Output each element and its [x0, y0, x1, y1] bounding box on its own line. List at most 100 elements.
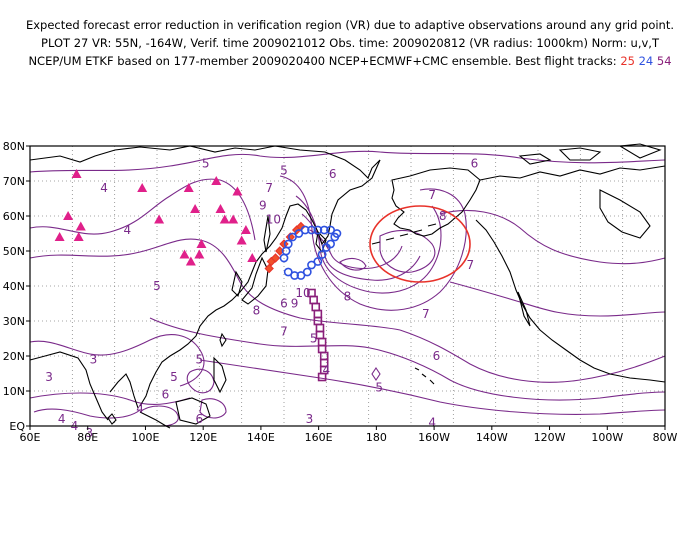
track-24-marker: [283, 267, 293, 277]
lat-tick-label: 50N: [3, 245, 25, 258]
raob-triangle-marker: [154, 214, 165, 224]
track-25-marker: [264, 263, 274, 274]
raob-triangle-marker: [190, 204, 201, 213]
contour-label: 7: [428, 188, 436, 202]
coastline-sumatra: [139, 411, 171, 429]
flight-tracks: [264, 221, 342, 382]
header-line-3-prefix: NCEP/UM ETKF based on 177-member 2009020…: [28, 54, 617, 68]
contour-label: 5: [153, 279, 161, 293]
contour-line: [29, 334, 205, 387]
contour-label: 10: [266, 213, 281, 227]
track-24-marker: [313, 257, 323, 266]
track-54-marker: [313, 309, 323, 319]
raob-triangle-marker: [211, 176, 222, 185]
lon-tick-label: 140E: [247, 431, 275, 444]
raob-triangle-marker: [232, 186, 243, 196]
lon-tick-label: 180: [366, 431, 387, 444]
lat-tick-label: 10N: [3, 385, 25, 398]
lat-tick-label: 30N: [3, 315, 25, 328]
contour-label: 3: [85, 426, 93, 440]
track-54-marker: [317, 344, 327, 354]
contour-line: [439, 209, 666, 265]
coastline-arctic-islands: [518, 143, 662, 165]
lon-tick-label: 60E: [20, 431, 41, 444]
contour-label: 9: [259, 199, 267, 213]
header-line-2: PLOT 27 VR: 55N, -164W, Verif. time 2009…: [41, 36, 659, 50]
contour-label: 4: [323, 363, 331, 377]
coastline-philippines: [213, 356, 227, 394]
contour-label: 9: [291, 297, 299, 311]
lon-tick-label: 100E: [131, 431, 159, 444]
raob-triangle-marker: [63, 211, 74, 220]
track-24-label: 24: [638, 54, 654, 68]
coastline-korea: [231, 270, 243, 298]
track-24-marker: [302, 267, 312, 277]
lat-tick-label: 70N: [3, 175, 25, 188]
coastline-borneo: [175, 397, 211, 425]
raob-triangle-marker: [73, 232, 84, 241]
raob-triangle-marker: [228, 214, 239, 224]
contour-line: [379, 229, 436, 273]
contour-label: 5: [280, 164, 288, 178]
contour-label: 6: [329, 167, 337, 181]
raob-triangle-marker: [236, 235, 247, 245]
contour-line: [449, 281, 666, 317]
map-frame: [29, 145, 666, 427]
contour-label: 5: [170, 370, 178, 384]
contour-line: [29, 238, 401, 331]
track-24-marker: [296, 271, 306, 280]
contour-label: 6: [280, 297, 288, 311]
contour-label: 6: [162, 388, 170, 402]
axis-labels: 60E 80E 100E 120E 140E 160E 180 160W 140W 120W 100…: [3, 140, 678, 444]
lon-tick-label: 80W: [653, 431, 678, 444]
raob-triangle-marker: [183, 183, 194, 192]
contour-label: 3: [306, 412, 314, 426]
contour-line: [29, 150, 666, 173]
coastline-aleutians: [371, 223, 437, 245]
lon-tick-label: 160E: [305, 431, 333, 444]
contour-label: 3: [90, 353, 98, 367]
map-grid: [30, 146, 665, 426]
coastline-alaska: [391, 167, 481, 237]
raob-triangle-marker: [185, 256, 196, 266]
track-54-marker: [315, 330, 325, 340]
contour-label: 5: [375, 381, 383, 395]
contour-label: 5: [196, 353, 204, 367]
contour-label: 6: [433, 349, 441, 363]
verification-region-circle: [369, 205, 471, 283]
contour-label: 5: [310, 332, 318, 346]
raob-triangles: [54, 169, 258, 266]
track-24-marker: [317, 250, 327, 259]
track-25-label: 25: [620, 54, 635, 68]
contour-label: 8: [344, 290, 352, 304]
contour-line: [199, 359, 666, 415]
lon-tick-label: 120E: [189, 431, 217, 444]
contour-line: [339, 257, 367, 271]
coastline-sri-lanka: [107, 413, 117, 425]
coastline-india: [29, 351, 139, 421]
contour-lines: [29, 150, 666, 427]
coastline-kamchatka: [315, 230, 327, 254]
contour-label: 7: [466, 258, 474, 272]
contour-label: 7: [280, 325, 288, 339]
lon-tick-label: 160W: [418, 431, 450, 444]
track-24-marker: [290, 271, 299, 280]
raob-triangle-marker: [240, 225, 251, 234]
raob-triangle-marker: [247, 253, 258, 262]
track-24-marker: [279, 253, 289, 263]
coastline-sakhalin: [263, 215, 271, 253]
track-54-marker: [309, 295, 318, 305]
track-54-marker: [315, 323, 325, 333]
contour-line: [186, 368, 215, 394]
contour-line: [29, 392, 191, 406]
contour-line: [399, 329, 666, 383]
lat-tick-label: 40N: [3, 280, 25, 293]
track-24-marker: [326, 239, 335, 249]
lon-tick-label: 140W: [476, 431, 508, 444]
raob-triangle-marker: [75, 221, 86, 231]
contour-label: 4: [136, 402, 144, 416]
coastline-north-america: [475, 165, 666, 383]
coastline-hawaii: [414, 367, 435, 385]
lat-tick-label: 80N: [3, 140, 25, 153]
